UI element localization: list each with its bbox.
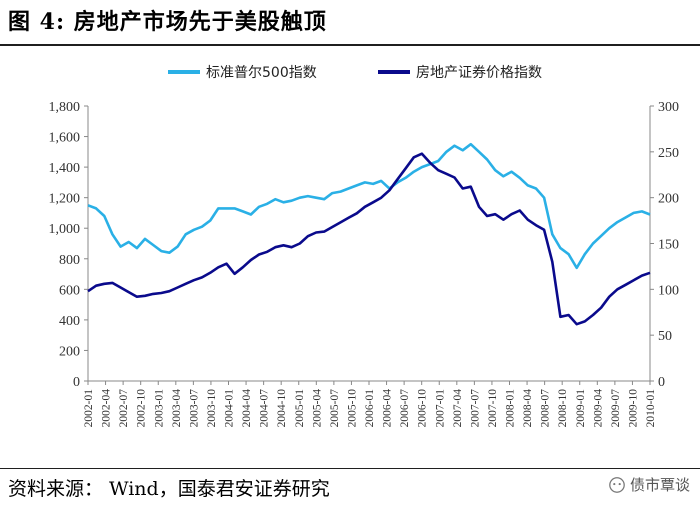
x-tick-label: 2007-10 [487,389,499,428]
left-tick-label: 1,000 [49,222,81,237]
x-tick-label: 2002-10 [136,389,148,428]
x-tick-label: 2009-01 [575,389,587,428]
x-tick-label: 2007-07 [469,389,481,428]
x-tick-label: 2004-10 [276,389,288,428]
x-tick-label: 2010-01 [645,389,657,428]
left-tick-label: 800 [59,253,80,268]
x-tick-label: 2009-07 [610,389,622,428]
left-tick-label: 1,800 [49,100,81,115]
series-lines [87,142,651,326]
left-tick-label: 1,200 [49,192,81,207]
x-tick-label: 2005-04 [311,389,323,428]
line-chart: 标准普尔500指数 房地产证券价格指数 0 200 400 600 800 1,000 1,2… [49,65,680,428]
x-tick-label: 2006-10 [417,389,429,428]
x-tick-label: 2008-04 [522,389,534,428]
x-tick-label: 2006-07 [399,389,411,428]
source-note: 资料来源： Wind，国泰君安证券研究 [8,478,330,500]
x-tick-label: 2002-07 [118,389,130,428]
x-tick-label: 2005-01 [294,389,306,428]
x-tick-label: 2004-01 [224,389,236,428]
watermark: 债市覃谈 [608,474,690,495]
left-axis: 0 200 400 600 800 1,000 1,200 1,400 1,600 1,800 [49,100,89,390]
right-tick-label: 0 [658,375,665,390]
right-tick-label: 250 [658,146,679,161]
x-tick-label: 2005-10 [346,389,358,428]
x-tick-label: 2004-07 [259,389,271,428]
right-tick-label: 50 [658,329,672,344]
x-tick-label: 2003-01 [153,389,165,428]
left-tick-label: 1,400 [49,161,81,176]
left-tick-label: 600 [59,283,80,298]
x-tick-label: 2003-04 [171,389,183,428]
right-tick-label: 100 [658,283,679,298]
x-tick-label: 2005-07 [329,389,341,428]
x-tick-label: 2002-01 [83,389,95,428]
x-tick-label: 2009-04 [592,389,604,428]
x-tick-label: 2004-04 [241,389,253,428]
right-tick-label: 300 [658,100,679,115]
x-tick-label: 2006-04 [382,389,394,428]
right-tick-label: 200 [658,192,679,207]
x-tick-label: 2003-10 [206,389,218,428]
right-axis: 0 50 100 150 200 250 300 [649,100,679,390]
x-tick-label: 2009-10 [627,389,639,428]
x-tick-label: 2008-01 [505,389,517,428]
top-rule [0,44,700,46]
series-line-1 [87,142,651,270]
wechat-icon [609,476,625,493]
x-tick-label: 2008-10 [557,389,569,428]
figure-title: 图 4: 房地产市场先于美股触顶 [8,9,327,35]
left-tick-label: 0 [73,375,80,390]
x-tick-label: 2002-04 [101,389,113,428]
series-line-2 [87,152,651,326]
legend: 标准普尔500指数 房地产证券价格指数 [168,65,542,81]
right-tick-label: 150 [658,238,679,253]
legend-label: 标准普尔500指数 [206,65,317,81]
left-tick-label: 1,600 [49,131,81,146]
x-axis: 2002-01 2002-04 2002-07 2002-10 2003-01 2003-… [83,380,657,428]
x-tick-label: 2007-01 [434,389,446,428]
left-tick-label: 400 [59,314,80,329]
x-tick-label: 2007-04 [452,389,464,428]
legend-label: 房地产证券价格指数 [416,65,542,81]
watermark-text: 债市覃谈 [629,476,690,494]
bottom-rule [0,468,700,469]
x-tick-label: 2003-07 [188,389,200,428]
x-tick-label: 2008-07 [540,389,552,428]
x-tick-label: 2006-01 [364,389,376,428]
left-tick-label: 200 [59,344,80,359]
